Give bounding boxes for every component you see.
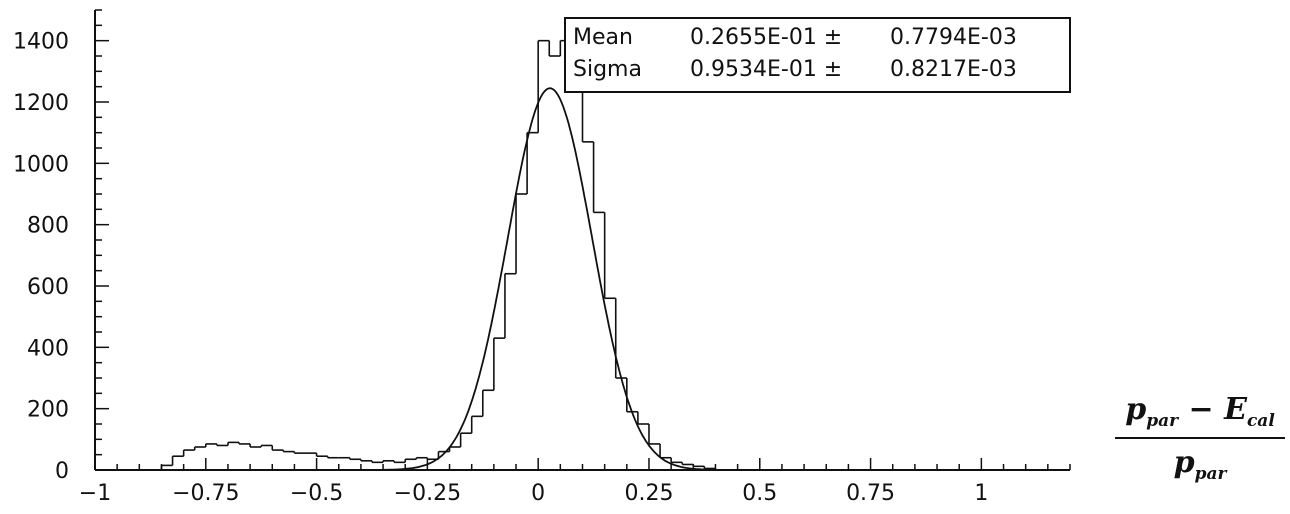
- stats-box: Mean 0.2655E-01 ± 0.7794E-03 Sigma 0.9534E-0…: [564, 17, 1071, 93]
- stat-error: 0.7794E-03: [890, 25, 1017, 50]
- x-tick-label: −0.75: [172, 481, 239, 506]
- x-axis-label-numerator: ppar − Ecal: [1125, 392, 1275, 431]
- gaussian-fit: [338, 87, 760, 471]
- ticks: −1 −0.75 −0.5 −0.25 0 0.25 0.5 0.75 1 0 200 400 600 8…: [13, 9, 1071, 506]
- x-axis-label-denominator: ppar: [1173, 445, 1227, 484]
- stat-value: 0.2655E-01 ±: [690, 25, 842, 50]
- x-tick-label: −0.5: [290, 481, 343, 506]
- x-axis-label: ppar − Ecal ppar: [1105, 392, 1290, 484]
- stat-value: 0.9534E-01 ±: [690, 57, 842, 82]
- stats-box-frame: [564, 17, 1071, 93]
- fraction-bar: [1115, 437, 1285, 439]
- y-tick-label: 1000: [13, 152, 69, 177]
- x-tick-label: 1: [974, 481, 988, 506]
- fit-curve: [338, 87, 760, 471]
- x-tick-label: 0: [531, 481, 545, 506]
- x-tick-label: 0.5: [742, 481, 777, 506]
- stat-error: 0.8217E-03: [890, 57, 1017, 82]
- stat-label: Mean: [573, 25, 633, 50]
- y-tick-label: 200: [27, 398, 69, 423]
- stat-label: Sigma: [573, 57, 642, 82]
- histogram-bins: [160, 39, 717, 470]
- y-tick-label: 1200: [13, 91, 69, 116]
- x-tick-label: −1: [79, 481, 111, 506]
- y-tick-label: 400: [27, 336, 69, 361]
- y-tick-label: 800: [27, 214, 69, 239]
- y-tick-label: 0: [55, 459, 69, 484]
- y-tick-label: 1400: [13, 30, 69, 55]
- y-tick-label: 600: [27, 275, 69, 300]
- x-tick-label: −0.25: [394, 481, 461, 506]
- x-tick-label: 0.25: [624, 481, 673, 506]
- x-tick-label: 0.75: [846, 481, 895, 506]
